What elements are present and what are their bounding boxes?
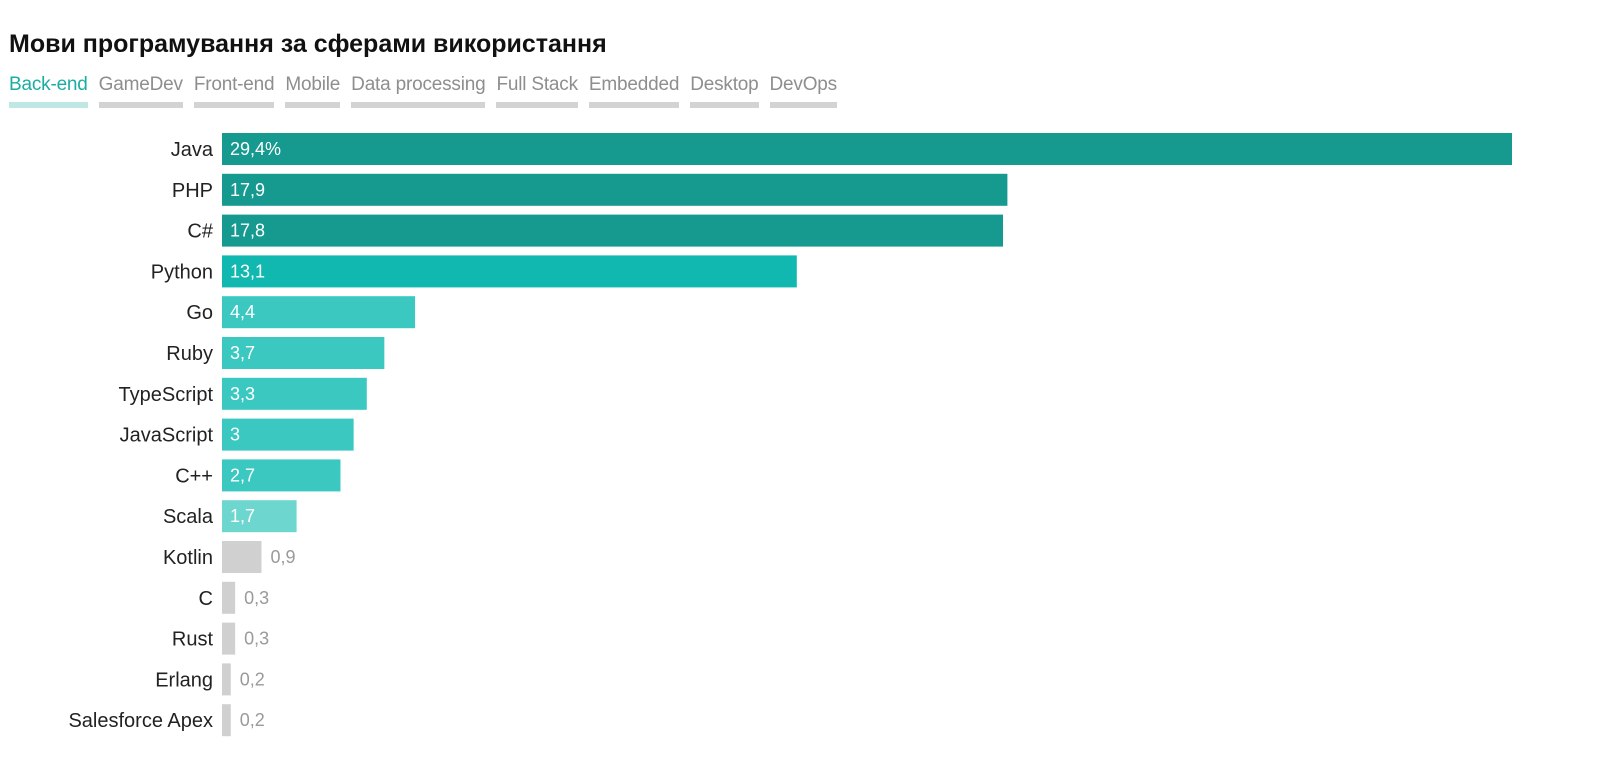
bar-kotlin[interactable] (222, 541, 262, 573)
value-label-c-sharp: 17,8 (230, 221, 265, 241)
category-label-ruby: Ruby (166, 343, 213, 365)
bar-cpp[interactable] (222, 459, 341, 492)
tab-back-end[interactable]: Back-end (9, 74, 88, 108)
value-label-typescript: 3,3 (230, 384, 255, 404)
bar-salesforce-apex[interactable] (222, 704, 231, 737)
tab-mobile[interactable]: Mobile (285, 74, 340, 108)
bar-go[interactable] (222, 296, 416, 329)
bar-ruby[interactable] (222, 337, 385, 369)
value-label-php: 17,9 (230, 180, 265, 200)
category-label-c: C (199, 588, 213, 610)
bar-erlang[interactable] (222, 663, 231, 696)
value-label-kotlin: 0,9 (270, 547, 295, 567)
value-label-go: 4,4 (230, 302, 255, 322)
tab-devops[interactable]: DevOps (769, 74, 837, 108)
bar-javascript[interactable] (222, 418, 354, 451)
bar-scala[interactable] (222, 500, 297, 533)
category-label-scala: Scala (163, 506, 214, 528)
bar-python[interactable] (222, 255, 797, 288)
category-label-go: Go (186, 302, 213, 324)
bar-php[interactable] (222, 173, 1008, 206)
category-label-rust: Rust (172, 629, 214, 651)
value-label-javascript: 3 (230, 425, 240, 445)
category-label-typescript: TypeScript (119, 384, 214, 406)
category-label-java: Java (171, 139, 214, 161)
category-label-c-sharp: C# (187, 221, 213, 243)
bar-c-sharp[interactable] (222, 214, 1004, 247)
bar-c[interactable] (222, 581, 236, 614)
category-label-javascript: JavaScript (120, 425, 214, 447)
value-label-python: 13,1 (230, 261, 265, 281)
value-label-c: 0,3 (244, 588, 269, 608)
tab-desktop[interactable]: Desktop (690, 74, 759, 108)
value-label-ruby: 3,7 (230, 343, 255, 363)
value-label-salesforce-apex: 0,2 (240, 710, 265, 730)
category-label-php: PHP (172, 180, 213, 202)
category-tabs: Back-end GameDev Front-end Mobile Data p… (9, 74, 837, 108)
bar-rust[interactable] (222, 622, 236, 655)
tab-embedded[interactable]: Embedded (588, 74, 679, 108)
bar-java[interactable] (222, 133, 1512, 165)
category-label-python: Python (151, 261, 213, 283)
value-label-erlang: 0,2 (240, 669, 265, 689)
category-label-erlang: Erlang (155, 669, 213, 691)
tab-data-processing[interactable]: Data processing (351, 74, 486, 108)
category-label-kotlin: Kotlin (163, 547, 213, 569)
bar-typescript[interactable] (222, 377, 367, 410)
tab-full-stack[interactable]: Full Stack (496, 74, 578, 108)
value-label-scala: 1,7 (230, 506, 255, 526)
tab-front-end[interactable]: Front-end (193, 74, 275, 108)
category-label-salesforce-apex: Salesforce Apex (68, 710, 213, 732)
category-label-cpp: C++ (175, 465, 213, 487)
value-label-cpp: 2,7 (230, 465, 255, 485)
value-label-rust: 0,3 (244, 629, 269, 649)
value-label-java: 29,4% (230, 139, 281, 159)
chart-title: Мови програмування за сферами використан… (9, 30, 607, 58)
tab-gamedev[interactable]: GameDev (98, 74, 183, 108)
